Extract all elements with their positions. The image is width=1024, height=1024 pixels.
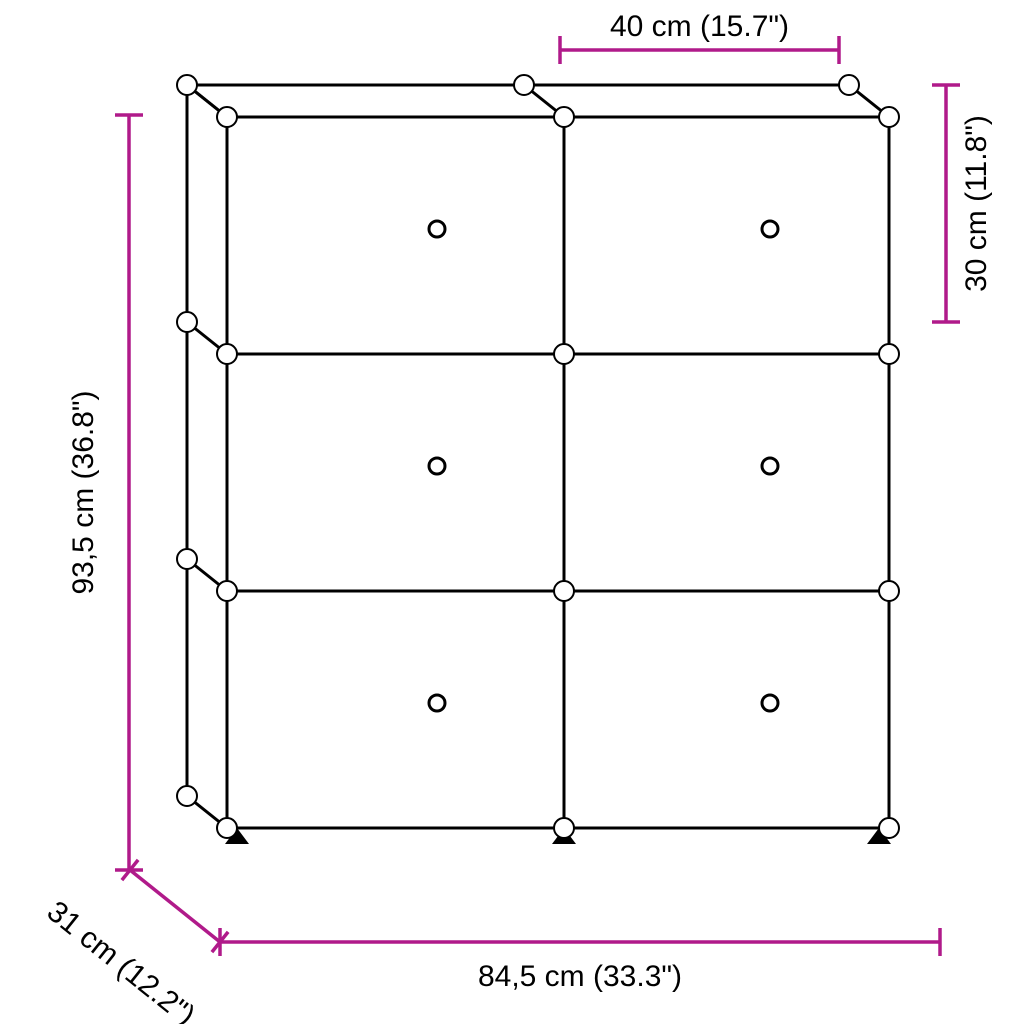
connector [217, 344, 237, 364]
connector [554, 581, 574, 601]
connector [879, 581, 899, 601]
door-handle [762, 458, 778, 474]
connector [879, 344, 899, 364]
front-face [227, 117, 889, 828]
connector [217, 107, 237, 127]
dim-cube-width-label: 40 cm (15.7") [610, 10, 789, 43]
connector [554, 107, 574, 127]
door-handle [429, 458, 445, 474]
dim-depth-label: 31 cm (12.2") [41, 895, 201, 1024]
top-face [187, 85, 889, 117]
connector [839, 75, 859, 95]
furniture-group [177, 75, 899, 844]
door-handle [762, 695, 778, 711]
door-handle [429, 695, 445, 711]
door-handle [429, 221, 445, 237]
connector [177, 549, 197, 569]
left-face [187, 85, 227, 828]
product-dimension-diagram: 93,5 cm (36.8") 31 cm (12.2") 84,5 cm (33.… [0, 0, 1024, 1024]
dimension-line [130, 870, 220, 942]
connector [177, 786, 197, 806]
connector [217, 581, 237, 601]
connector [177, 75, 197, 95]
door-handle [762, 221, 778, 237]
dimension-group: 93,5 cm (36.8") 31 cm (12.2") 84,5 cm (33.… [41, 10, 993, 1024]
connector [554, 344, 574, 364]
connector [879, 107, 899, 127]
dim-width-label: 84,5 cm (33.3") [478, 960, 682, 993]
dim-cube-height-label: 30 cm (11.8") [960, 115, 993, 292]
connector [217, 818, 237, 838]
dim-height-label: 93,5 cm (36.8") [67, 390, 100, 594]
connector [879, 818, 899, 838]
connector [514, 75, 534, 95]
connector [554, 818, 574, 838]
connector [177, 312, 197, 332]
